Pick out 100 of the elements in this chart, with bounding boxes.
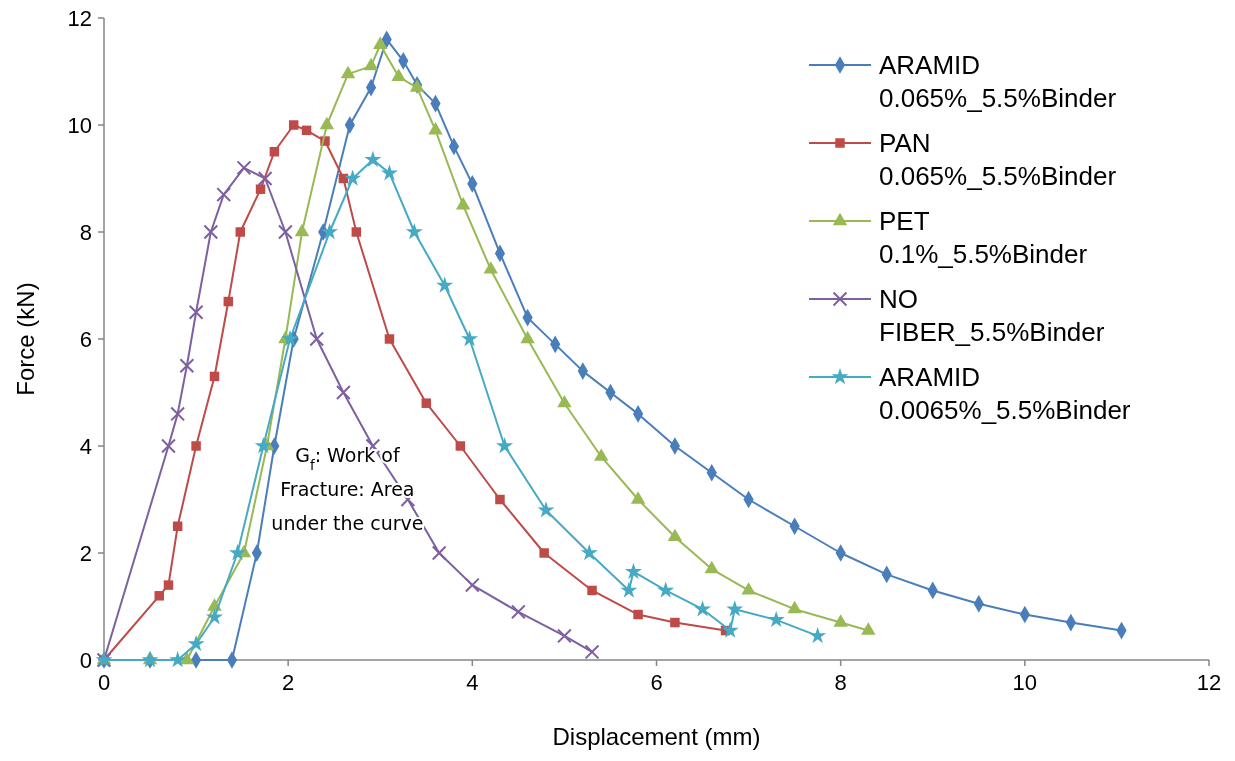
point <box>191 441 201 451</box>
point <box>216 187 232 202</box>
point <box>464 577 480 593</box>
legend-label: PET 0.1%_5.5%Binder <box>879 206 1088 269</box>
point <box>580 544 598 561</box>
point <box>495 494 505 505</box>
x-tick-label: 4 <box>466 670 479 695</box>
x-tick-label: 8 <box>834 670 847 695</box>
point <box>421 398 432 408</box>
point <box>726 600 744 617</box>
point <box>235 227 246 237</box>
point <box>380 164 398 181</box>
point <box>205 608 224 625</box>
point <box>861 622 876 635</box>
point <box>496 437 514 454</box>
point <box>520 330 535 344</box>
point <box>319 116 335 130</box>
point <box>254 437 272 454</box>
point <box>633 609 643 620</box>
x-tick-label: 0 <box>97 670 111 695</box>
point <box>179 358 195 374</box>
point <box>309 331 325 347</box>
point <box>269 147 280 157</box>
point <box>154 591 164 601</box>
legend-label: NO FIBER_5.5%Binder <box>879 284 1105 347</box>
point <box>741 582 756 595</box>
y-tick-label: 10 <box>67 112 92 138</box>
point <box>281 330 299 347</box>
point <box>657 581 675 598</box>
point <box>223 296 234 307</box>
point <box>624 562 642 579</box>
point <box>229 544 247 561</box>
point <box>364 150 382 168</box>
point <box>584 644 600 660</box>
point <box>170 406 186 422</box>
x-tick-label: 6 <box>650 670 663 695</box>
point <box>721 621 739 638</box>
point <box>288 120 299 130</box>
point <box>483 261 498 274</box>
point <box>340 65 356 79</box>
point <box>187 635 205 652</box>
point <box>277 224 293 240</box>
point <box>620 581 638 598</box>
point <box>257 171 273 186</box>
legend-label: ARAMID 0.0065%_5.5%Binder <box>879 362 1131 425</box>
point <box>455 441 466 451</box>
point <box>557 394 572 408</box>
y-tick-label: 6 <box>79 326 92 352</box>
point <box>833 614 848 627</box>
point <box>587 585 597 596</box>
point <box>301 125 312 136</box>
point <box>384 334 395 344</box>
point <box>556 628 572 644</box>
point <box>373 36 388 49</box>
y-tick-label: 12 <box>67 5 92 31</box>
x-tick-label: 2 <box>282 670 295 695</box>
point <box>169 651 187 668</box>
point <box>335 385 351 400</box>
point <box>809 626 827 644</box>
point <box>630 491 646 504</box>
point <box>209 371 220 382</box>
point <box>767 610 785 628</box>
point <box>537 501 555 518</box>
x-axis-title: Displacement (mm) <box>552 723 761 750</box>
y-axis-title: Force (kN) <box>12 282 39 396</box>
point <box>510 604 526 620</box>
y-tick-label: 0 <box>79 647 92 673</box>
point <box>455 196 471 210</box>
y-tick-label: 4 <box>79 433 92 459</box>
point <box>163 580 174 590</box>
y-tick-label: 2 <box>79 540 92 566</box>
point <box>787 600 802 614</box>
point <box>351 227 362 237</box>
point <box>255 184 266 194</box>
point <box>236 160 252 176</box>
point <box>405 223 423 240</box>
point <box>667 528 683 542</box>
x-tick-label: 10 <box>1012 670 1038 695</box>
point <box>161 438 176 454</box>
point <box>321 223 339 240</box>
point <box>539 548 549 558</box>
y-tick-label: 8 <box>79 219 92 245</box>
point <box>172 521 183 531</box>
point <box>294 223 310 237</box>
point <box>363 57 379 71</box>
legend-label: ARAMID 0.065%_5.5%Binder <box>879 50 1117 113</box>
point <box>203 224 219 240</box>
point <box>461 330 479 347</box>
point <box>428 122 443 135</box>
point <box>670 617 680 628</box>
point <box>704 560 719 574</box>
point <box>436 276 454 293</box>
legend-label: PAN 0.065%_5.5%Binder <box>879 128 1117 191</box>
point <box>431 545 447 561</box>
x-tick-label: 12 <box>1196 670 1222 695</box>
point <box>391 68 406 82</box>
point <box>594 448 609 461</box>
point <box>694 600 712 617</box>
point <box>188 304 204 320</box>
point <box>344 169 362 186</box>
